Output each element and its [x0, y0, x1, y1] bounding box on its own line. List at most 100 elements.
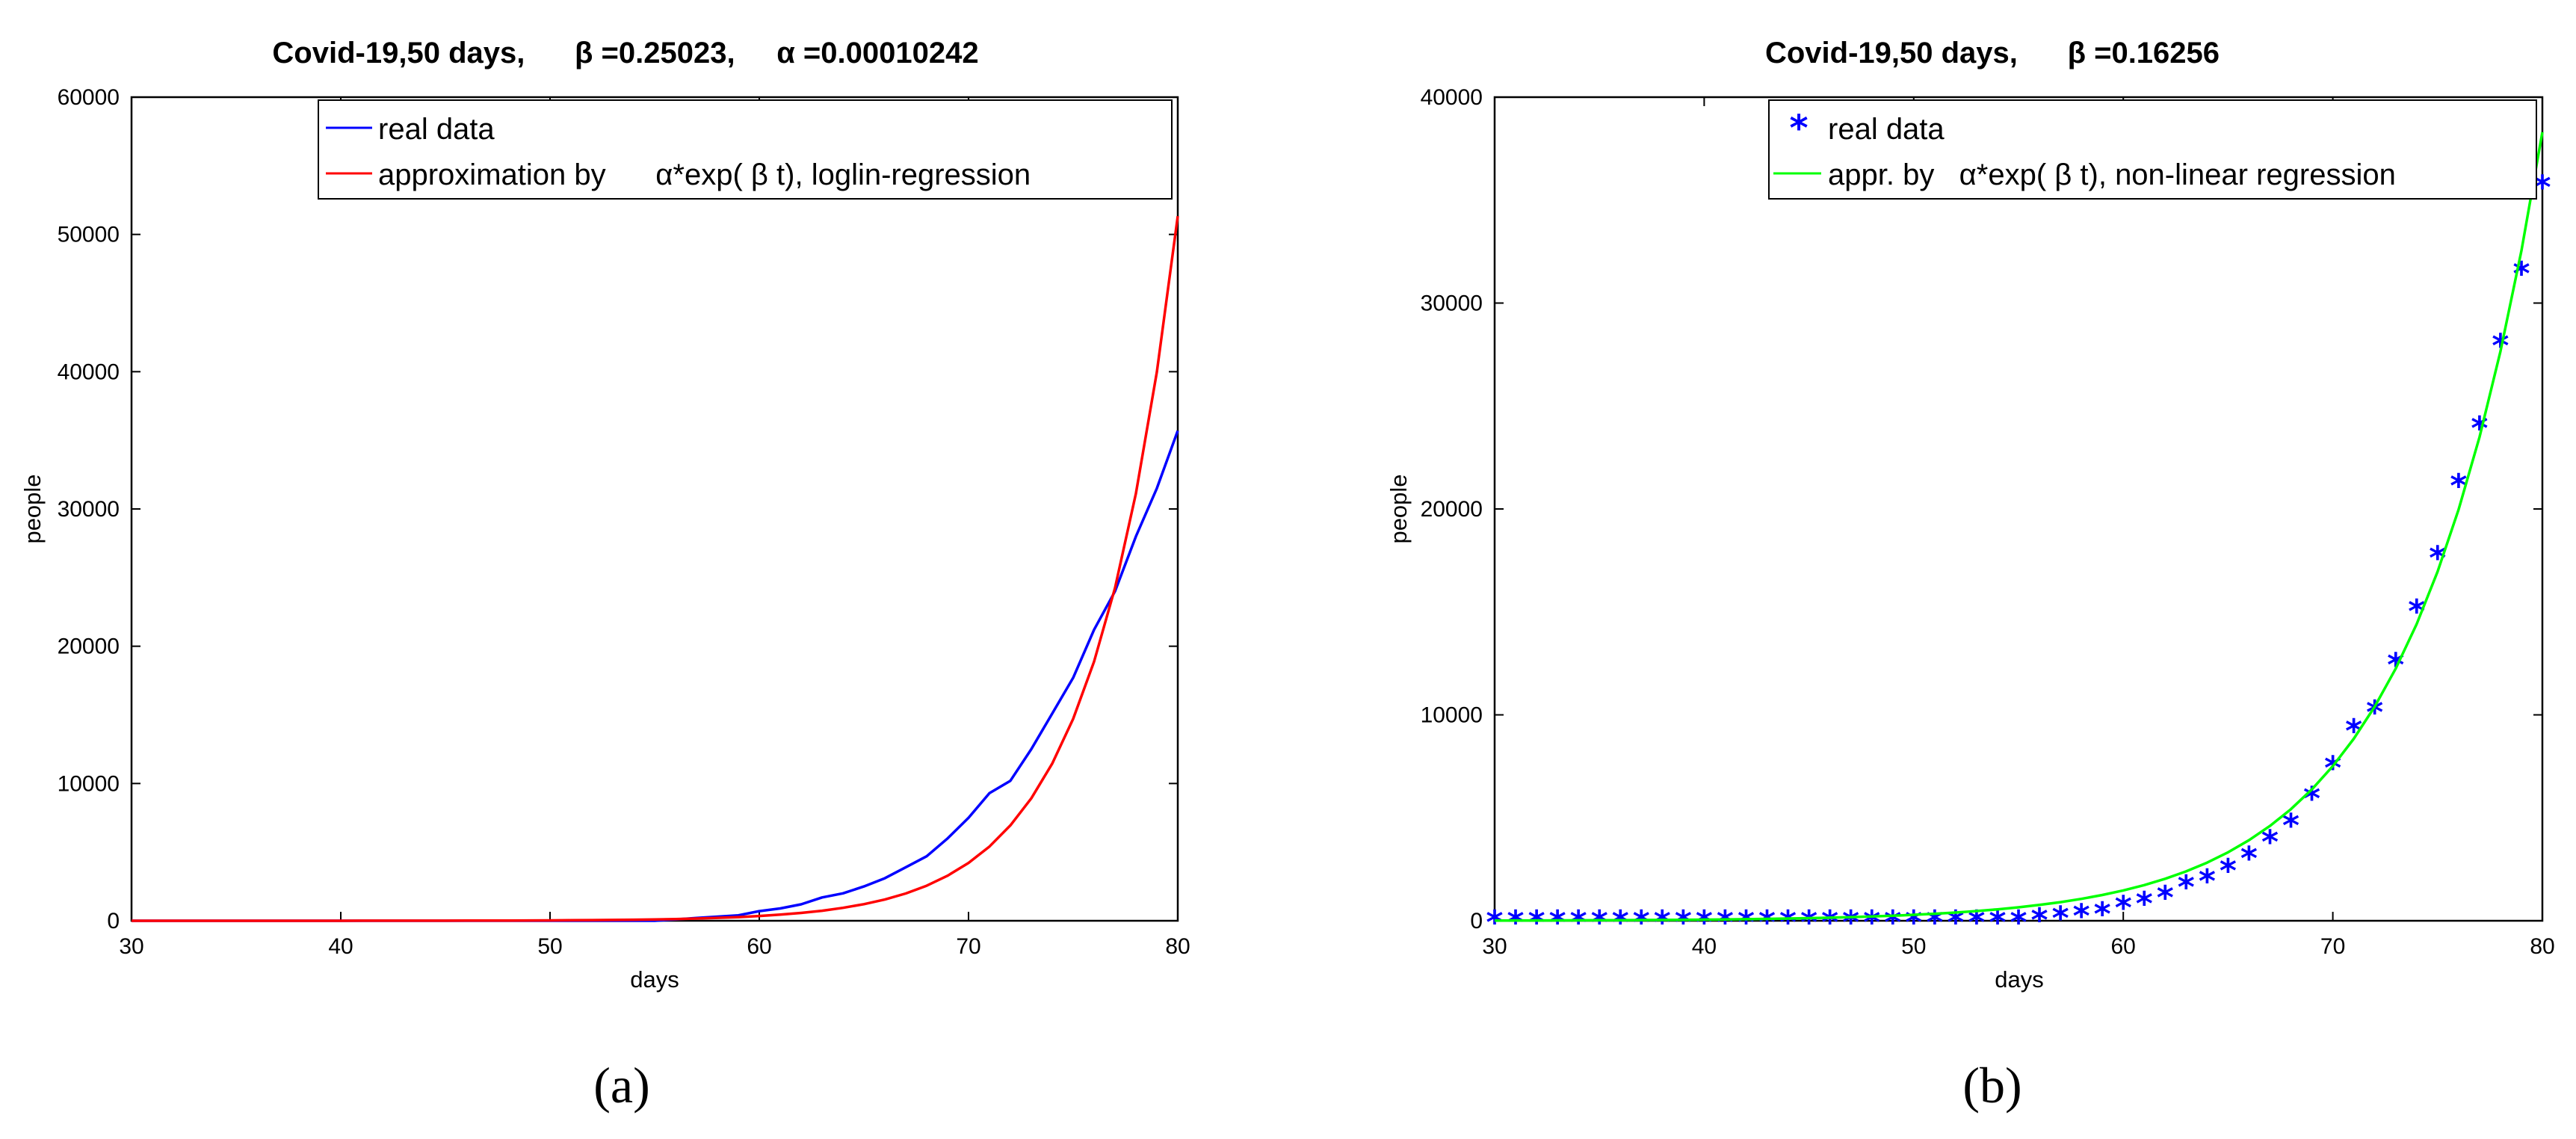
chart-a-legend-label-real: real data	[378, 113, 495, 146]
data-point-real: *	[1821, 904, 1838, 942]
data-point-real: *	[1863, 904, 1880, 942]
chart-a-y-ticks: 0 10000 20000 30000 40000 50000 60000	[58, 85, 1178, 933]
data-point-real: *	[1528, 904, 1545, 942]
data-point-real: *	[2282, 807, 2299, 845]
chart-b-legend-swatch-real: *	[1789, 108, 1808, 149]
data-point-real: *	[1549, 904, 1566, 942]
y-tick-label: 40000	[1421, 85, 1483, 110]
chart-a-series	[132, 215, 1179, 922]
x-tick-label: 30	[1482, 934, 1507, 959]
chart-b-legend-label-real: real data	[1828, 113, 1945, 146]
x-tick-label: 80	[1165, 934, 1190, 959]
data-point-real: *	[1696, 904, 1713, 942]
x-tick-label: 60	[2111, 934, 2136, 959]
chart-b-legend-label-approx: appr. by α*exp( β t), non-linear regress…	[1828, 158, 2396, 191]
chart-a-legend-box	[318, 99, 1173, 200]
data-point-real: *	[1800, 904, 1817, 942]
x-tick-label: 70	[956, 934, 980, 959]
chart-a-ylabel: people	[19, 474, 46, 543]
panel-a: Covid-19,50 days, β =0.25023, α =0.00010…	[19, 37, 1190, 1114]
data-point-real: *	[2052, 899, 2069, 937]
panel-b: Covid-19,50 days, β =0.16256 0 10000 20000…	[1386, 37, 2555, 1114]
data-point-real: *	[2073, 898, 2090, 936]
x-tick-label: 70	[2320, 934, 2345, 959]
data-point-real: *	[1654, 904, 1671, 942]
y-tick-label: 20000	[1421, 497, 1483, 522]
data-point-real: *	[1779, 904, 1797, 942]
x-tick-label: 40	[328, 934, 353, 959]
data-point-real: *	[2031, 901, 2048, 939]
chart-a-x-ticks: 30 40 50 60 70 80	[119, 97, 1190, 959]
x-tick-label: 50	[1901, 934, 1926, 959]
chart-a-legend: real data approximation by α*exp( β t), …	[318, 99, 1173, 200]
data-point-real: *	[1758, 904, 1776, 942]
x-tick-label: 60	[747, 934, 771, 959]
data-point-real: *	[1486, 904, 1503, 942]
chart-b-x-ticks: 30 40 50 60 70 80	[1482, 97, 2555, 959]
chart-a-xlabel: days	[630, 966, 679, 993]
y-tick-label: 30000	[58, 497, 120, 522]
data-point-real: *	[1926, 904, 1943, 942]
y-tick-label: 10000	[58, 771, 120, 796]
y-tick-label: 20000	[58, 635, 120, 659]
series-line-1	[1494, 132, 2544, 922]
x-tick-label: 30	[119, 934, 143, 959]
data-point-real: *	[1738, 904, 1755, 942]
data-point-real: *	[2010, 904, 2027, 942]
data-point-real: *	[1570, 904, 1587, 942]
data-point-real: *	[2157, 879, 2174, 917]
chart-a-title: Covid-19,50 days, β =0.25023, α =0.00010…	[272, 37, 978, 70]
data-point-real: *	[2136, 885, 2153, 923]
y-tick-label: 50000	[58, 223, 120, 247]
data-point-real: *	[2240, 840, 2258, 878]
data-point-real: *	[1717, 904, 1734, 942]
data-point-real: *	[2429, 539, 2446, 577]
chart-b-caption: (b)	[1962, 1057, 2021, 1114]
data-point-real: *	[2199, 862, 2216, 901]
data-point-real: *	[1675, 904, 1692, 942]
data-point-real: *	[2261, 824, 2279, 862]
y-tick-label: 0	[1470, 909, 1483, 933]
data-point-real: *	[2408, 593, 2425, 631]
y-tick-label: 30000	[1421, 291, 1483, 316]
y-tick-label: 60000	[58, 85, 120, 110]
data-point-real: *	[1507, 904, 1525, 942]
chart-a-legend-label-approx: approximation by α*exp( β t), loglin-reg…	[378, 158, 1031, 191]
data-point-real: *	[2094, 895, 2111, 933]
data-point-real: *	[2512, 255, 2530, 293]
chart-a-plot-area	[130, 96, 1179, 922]
y-tick-label: 40000	[58, 359, 120, 384]
data-point-real: *	[1633, 904, 1650, 942]
data-point-real: *	[1947, 904, 1964, 942]
data-point-real: *	[2303, 780, 2320, 818]
chart-b-legend: * real data appr. by α*exp( β t), non-li…	[1768, 99, 2537, 200]
chart-b-ylabel: people	[1386, 474, 1412, 543]
data-point-real: *	[2220, 852, 2237, 890]
x-tick-label: 50	[537, 934, 562, 959]
data-point-real: *	[1612, 904, 1629, 942]
chart-b-series: * * * * * * * * * * * * * * * * * * * * * * * * * * * * * * * * * * * * * * **…	[1486, 132, 2551, 942]
y-tick-label: 10000	[1421, 703, 1483, 728]
data-point-real: *	[2115, 889, 2132, 927]
data-point-real: *	[1968, 904, 1985, 942]
data-point-real: *	[1842, 904, 1859, 942]
data-point-real: *	[1591, 904, 1608, 942]
chart-b-title: Covid-19,50 days, β =0.16256	[1765, 37, 2220, 70]
y-tick-label: 0	[107, 909, 120, 933]
x-tick-label: 40	[1692, 934, 1717, 959]
chart-a-caption: (a)	[593, 1057, 649, 1114]
chart-b-plot-area	[1493, 96, 2544, 922]
data-point-real: *	[2366, 694, 2383, 732]
chart-b-xlabel: days	[1995, 966, 2043, 993]
x-tick-label: 80	[2530, 934, 2554, 959]
data-point-real: *	[1884, 904, 1901, 942]
data-point-real: *	[2345, 712, 2362, 750]
chart-b-legend-box	[1768, 99, 2537, 200]
data-point-real: *	[2178, 868, 2195, 907]
data-point-real: *	[2533, 168, 2551, 206]
data-point-real: *	[1989, 904, 2006, 942]
data-point-real: *	[1905, 904, 1922, 942]
series-line-1	[132, 215, 1179, 922]
data-point-real: *	[2324, 749, 2341, 787]
